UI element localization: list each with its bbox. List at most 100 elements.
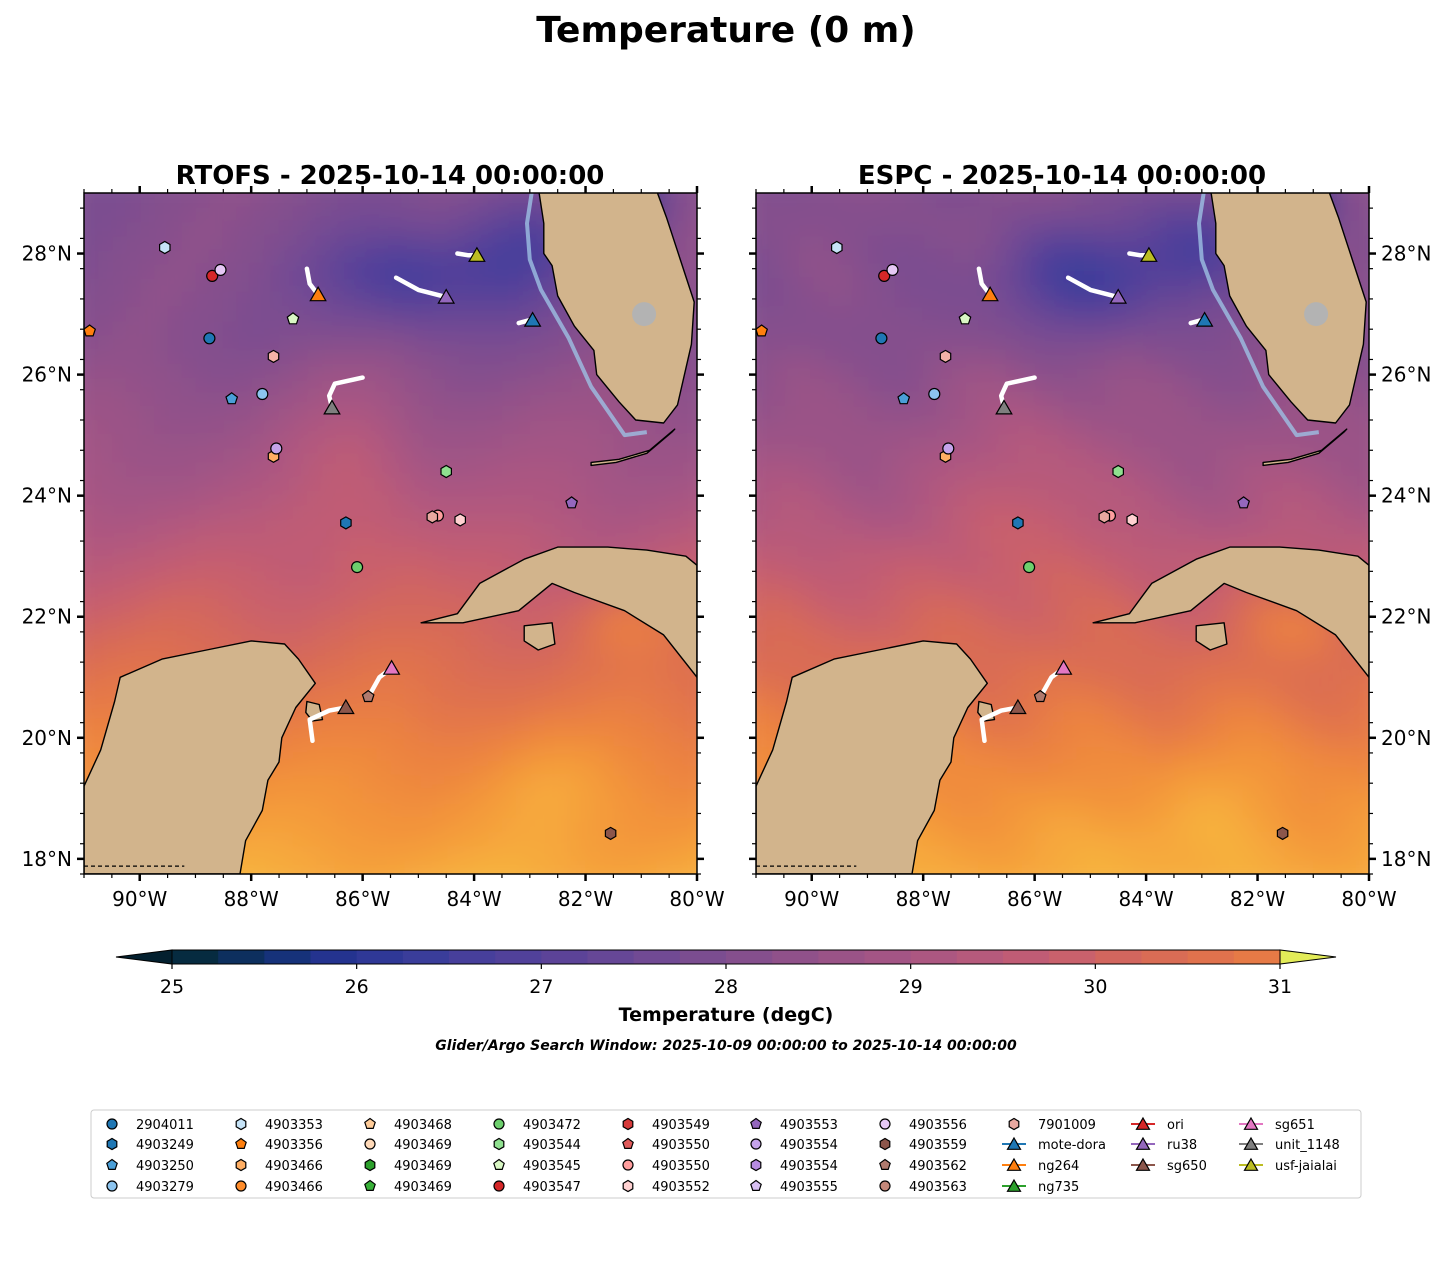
legend-items: 2904011 4903249 4903250 4903279 4903353 49033… <box>106 1116 1340 1195</box>
legend-item: ru38 <box>1131 1136 1197 1153</box>
colorbar-tick-label: 28 <box>714 976 738 998</box>
legend-frame <box>90 1109 1362 1199</box>
legend-label: ru38 <box>1167 1138 1197 1153</box>
legend-item: 4903279 <box>106 1180 194 1195</box>
legend-item: ori <box>1131 1116 1184 1133</box>
land-mass-espc <box>756 193 1369 874</box>
argo-float-4903353 <box>159 240 171 255</box>
x-tick-label: 88°W <box>896 887 951 911</box>
legend-label: ori <box>1167 1118 1184 1133</box>
legend-item: 2904011 <box>106 1118 194 1133</box>
legend-marker-icon <box>750 1179 762 1192</box>
glider-mote-dora <box>523 311 542 327</box>
argo-float-4903556 <box>886 263 899 276</box>
colorbar-cell <box>402 950 450 964</box>
colorbar-extend-high <box>1279 949 1337 965</box>
legend-marker-icon <box>106 1180 118 1192</box>
legend-item: 4903249 <box>106 1137 194 1153</box>
glider-unit_1148 <box>995 399 1013 415</box>
legend-item: 4903547 <box>493 1180 581 1195</box>
legend-marker-icon <box>235 1158 247 1172</box>
legend-item: unit_1148 <box>1239 1136 1340 1153</box>
legend-marker-icon <box>879 1158 891 1171</box>
legend-item: 4903544 <box>493 1137 581 1153</box>
y-tick-label: 24°N <box>1381 484 1431 508</box>
glider-sg651 <box>1054 659 1073 675</box>
legend-label: 4903550 <box>652 1138 710 1153</box>
land-keys <box>590 428 676 467</box>
land-isla-juventud <box>523 622 556 651</box>
x-tick-label: 84°W <box>446 887 501 911</box>
colorbar-cell <box>633 950 681 964</box>
x-tick-label: 86°W <box>335 887 390 911</box>
argo-float-4903472 <box>351 560 364 574</box>
panel-title-espc: ESPC - 2025-10-14 00:00:00 <box>858 161 1266 191</box>
argo-float-4903562 <box>361 689 375 703</box>
legend-label: 4903356 <box>265 1138 323 1153</box>
land-cuba <box>420 546 697 678</box>
legend-label: 4903559 <box>909 1138 967 1153</box>
colorbar-cell <box>495 950 542 964</box>
y-tick-label: 28°N <box>1381 242 1431 266</box>
glider-usf-jaialai <box>468 246 486 262</box>
shelf-florida <box>1197 193 1320 438</box>
legend-item: ng264 <box>1002 1157 1079 1174</box>
legend-marker-icon <box>879 1137 891 1151</box>
y-tick-label: 20°N <box>1381 726 1431 750</box>
legend-marker-icon <box>750 1117 762 1130</box>
glider-ng264 <box>981 285 999 302</box>
colorbar: 25 26 27 28 29 30 31 Temperature (degC) <box>115 949 1337 1026</box>
legend-label: 4903549 <box>652 1118 710 1133</box>
land-florida <box>1210 193 1367 424</box>
colorbar-cell <box>910 950 958 964</box>
argo-float-4903552 <box>454 513 466 527</box>
glider-track-ru38 <box>393 275 449 300</box>
legend-label: 4903466 <box>265 1159 323 1174</box>
legend-marker-icon <box>235 1117 247 1131</box>
legend-marker-icon <box>1135 1136 1151 1150</box>
legend-marker-icon <box>106 1158 118 1171</box>
land-florida <box>538 193 695 424</box>
platform-markers-espc <box>756 240 1289 841</box>
colorbar-cell <box>772 950 819 964</box>
x-tick-label: 82°W <box>558 887 613 911</box>
land-keys <box>1262 428 1348 467</box>
legend-item: 4903466 <box>235 1158 323 1174</box>
glider-track-ru38 <box>1065 275 1121 300</box>
legend-marker-icon <box>1243 1136 1259 1150</box>
argo-float-4903249 <box>340 516 352 530</box>
legend-label: 4903556 <box>909 1118 967 1133</box>
y-tick-label: 18°N <box>22 847 72 871</box>
argo-float-4903544 <box>1112 464 1125 479</box>
legend-label: mote-dora <box>1038 1138 1106 1153</box>
land-mass-rtofs <box>84 193 697 874</box>
legend-item: 4903555 <box>750 1179 838 1195</box>
colorbar-tick-label: 30 <box>1083 976 1107 998</box>
glider-unit_1148 <box>323 399 341 415</box>
legend-marker-icon <box>1006 1178 1022 1192</box>
legend-item: 4903552 <box>622 1179 710 1195</box>
colorbar-cell <box>1049 950 1096 964</box>
glider-track-sg650 <box>307 705 349 744</box>
y-tick-label: 18°N <box>1381 847 1431 871</box>
colorbar-cell <box>356 950 404 964</box>
argo-float-7901009 <box>1098 510 1111 524</box>
colorbar-cells <box>115 949 1337 965</box>
legend-item: 4903550 <box>622 1159 710 1174</box>
legend-marker-icon <box>750 1138 762 1150</box>
argo-float-4903250 <box>225 392 239 405</box>
legend-item: 4903559 <box>879 1137 967 1153</box>
glider-mote-dora <box>1195 311 1214 327</box>
x-tick-label: 80°W <box>669 887 724 911</box>
argo-float-4903544 <box>440 464 452 479</box>
search-window-caption: Glider/Argo Search Window: 2025-10-09 00… <box>435 1038 1017 1054</box>
legend-item: 4903250 <box>106 1158 194 1174</box>
legend-label: 4903472 <box>523 1118 581 1133</box>
argo-float-4903552 <box>1126 513 1139 527</box>
legend-item: 4903468 <box>364 1117 452 1133</box>
colorbar-cell <box>264 950 312 964</box>
land-isla-juventud <box>1195 622 1228 651</box>
legend-item: 4903549 <box>622 1117 710 1133</box>
shelf-florida <box>525 193 648 438</box>
